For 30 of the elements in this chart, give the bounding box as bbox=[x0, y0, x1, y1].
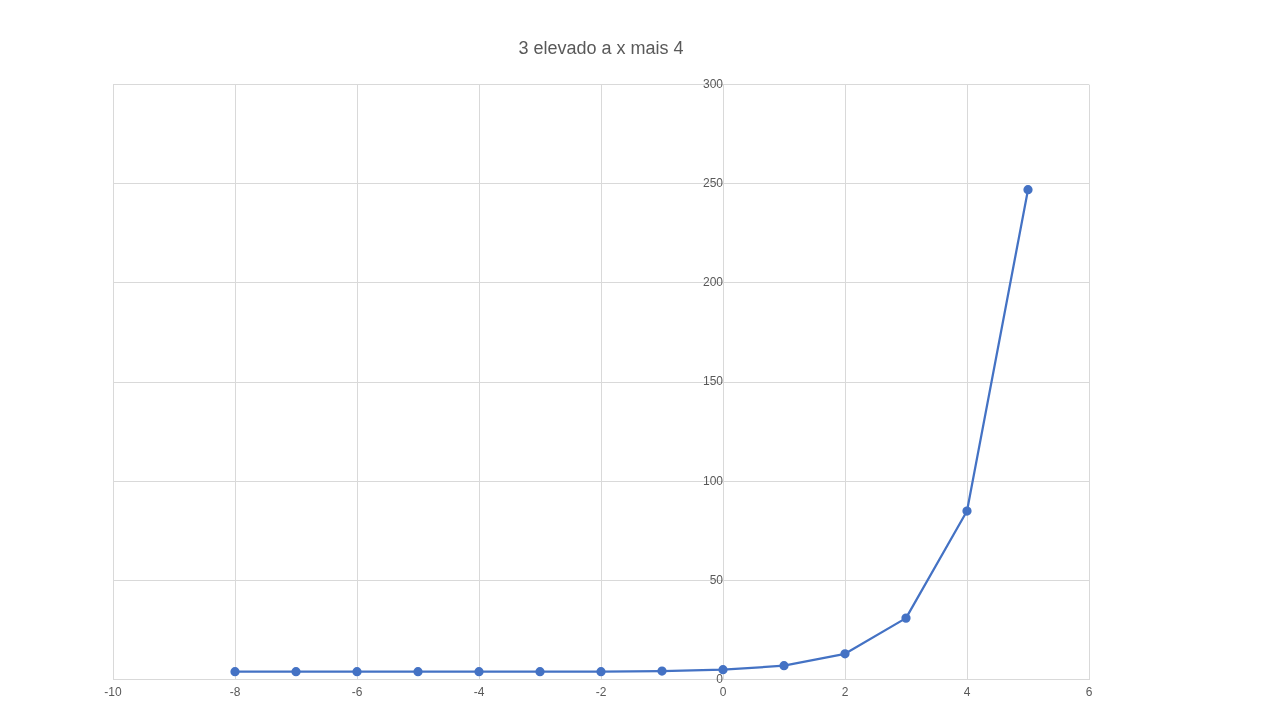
y-tick-label: 100 bbox=[702, 473, 724, 488]
point bbox=[596, 667, 606, 677]
point bbox=[291, 667, 301, 677]
x-tick-label: -8 bbox=[229, 685, 241, 700]
y-tick-label: 200 bbox=[702, 275, 724, 290]
y-tick-label: 50 bbox=[709, 572, 724, 587]
x-tick-label: -4 bbox=[473, 685, 485, 700]
point bbox=[718, 665, 728, 675]
y-tick-label: 0 bbox=[716, 671, 724, 686]
x-tick-label: -10 bbox=[104, 685, 122, 700]
x-tick-label: -2 bbox=[595, 685, 607, 700]
point bbox=[1023, 185, 1033, 195]
y-tick-label: 250 bbox=[702, 176, 724, 191]
point bbox=[840, 649, 850, 659]
point bbox=[779, 661, 789, 671]
point bbox=[657, 666, 667, 676]
x-tick-label: 2 bbox=[841, 685, 849, 700]
point bbox=[474, 667, 484, 677]
x-tick-label: 4 bbox=[963, 685, 971, 700]
point bbox=[352, 667, 362, 677]
point bbox=[962, 506, 972, 516]
point bbox=[230, 667, 240, 677]
point bbox=[413, 667, 423, 677]
x-tick-label: -6 bbox=[351, 685, 363, 700]
point bbox=[535, 667, 545, 677]
point bbox=[901, 613, 911, 623]
x-tick-label: 6 bbox=[1085, 685, 1093, 700]
y-tick-label: 150 bbox=[702, 374, 724, 389]
y-tick-label: 300 bbox=[702, 76, 724, 91]
chart-title: 3 elevado a x mais 4 bbox=[518, 37, 684, 58]
